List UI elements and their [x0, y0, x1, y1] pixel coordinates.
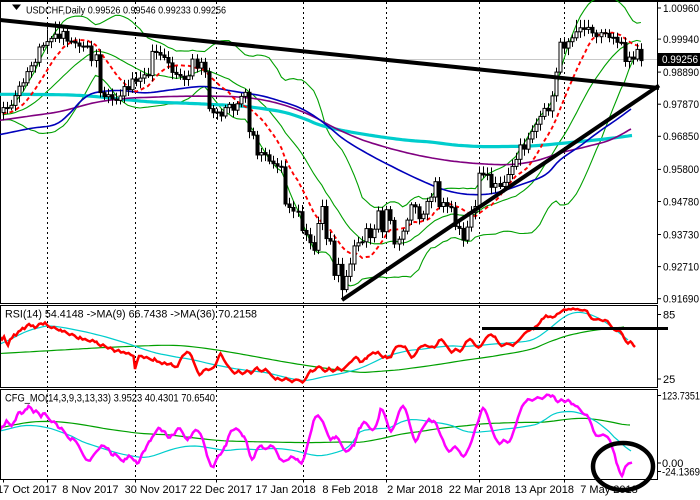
svg-text:USDCHF,Daily 0.99526 0.99546: USDCHF,Daily 0.99526 0.99546 0.99233 0.9…: [26, 5, 226, 17]
svg-text:1.00960: 1.00960: [663, 3, 699, 15]
svg-text:0.95800: 0.95800: [663, 164, 699, 176]
svg-text:0.91690: 0.91690: [663, 294, 699, 306]
svg-text:0.93730: 0.93730: [663, 229, 699, 241]
svg-text:-24.1369: -24.1369: [662, 466, 700, 478]
svg-text:22 Dec 2017: 22 Dec 2017: [190, 484, 252, 496]
svg-text:17 Jan 2018: 17 Jan 2018: [255, 484, 316, 496]
svg-text:17 Oct 2017: 17 Oct 2017: [0, 484, 57, 496]
svg-text:0.96850: 0.96850: [663, 131, 699, 143]
svg-text:0.98890: 0.98890: [663, 67, 699, 79]
svg-text:RSI(14) 54.4148 ->MA(9) 66.74: RSI(14) 54.4148 ->MA(9) 66.7438 ->MA(36)…: [5, 309, 257, 321]
svg-text:0.92710: 0.92710: [663, 261, 699, 273]
svg-text:0.99940: 0.99940: [663, 34, 699, 46]
svg-text:0.99256: 0.99256: [662, 54, 698, 66]
svg-text:8 Nov 2017: 8 Nov 2017: [62, 484, 118, 496]
svg-text:123.7351: 123.7351: [662, 390, 700, 402]
svg-text:0.94780: 0.94780: [663, 196, 699, 208]
svg-text:0.00: 0.00: [662, 458, 683, 470]
svg-text:7 May 2018: 7 May 2018: [580, 484, 637, 496]
svg-text:13 Apr 2018: 13 Apr 2018: [515, 484, 574, 496]
svg-text:0.97870: 0.97870: [663, 99, 699, 111]
svg-text:85: 85: [663, 309, 675, 321]
svg-text:22 Mar 2018: 22 Mar 2018: [449, 484, 511, 496]
svg-text:CFG_MO(14,3,9,3,13,33) 3.9523: CFG_MO(14,3,9,3,13,33) 3.9523 40.4301 70…: [5, 393, 215, 405]
svg-text:25: 25: [663, 374, 675, 386]
svg-text:2 Mar 2018: 2 Mar 2018: [387, 484, 443, 496]
svg-text:8 Feb 2018: 8 Feb 2018: [322, 484, 378, 496]
svg-text:30 Nov 2017: 30 Nov 2017: [125, 484, 187, 496]
